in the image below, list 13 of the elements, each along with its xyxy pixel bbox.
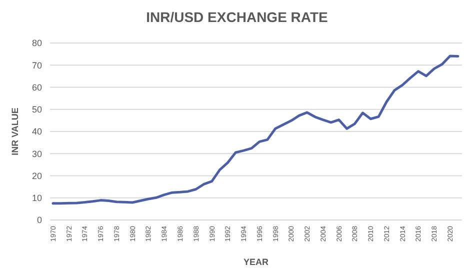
y-tick-label: 30 xyxy=(32,148,42,159)
chart-title: INR/USD EXCHANGE RATE xyxy=(146,9,328,25)
y-tick-label: 10 xyxy=(32,193,42,204)
y-tick-label: 50 xyxy=(32,104,42,115)
y-tick-label: 70 xyxy=(32,60,42,70)
y-tick-label: 20 xyxy=(32,170,42,181)
y-tick-label: 40 xyxy=(32,126,42,137)
x-axis-title: YEAR xyxy=(243,257,269,267)
line-series xyxy=(52,54,460,205)
y-axis-title: INR VALUE xyxy=(10,108,20,156)
y-tick-label: 60 xyxy=(32,82,42,92)
y-tick-label: 80 xyxy=(32,38,42,48)
y-tick-label: 0 xyxy=(36,215,42,226)
